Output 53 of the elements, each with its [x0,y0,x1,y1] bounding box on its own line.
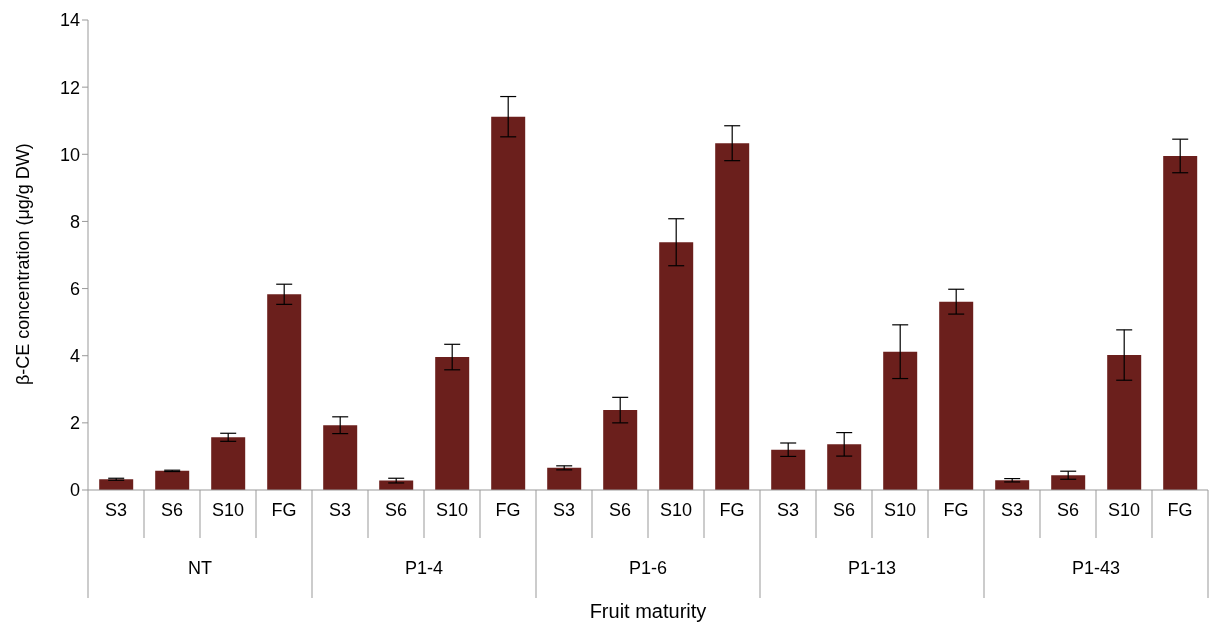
x-tick-label: S10 [435,500,469,520]
bar [603,410,638,490]
bar [211,437,246,490]
x-axis-title: Fruit maturity [589,600,707,622]
bar [1107,355,1142,490]
y-tick-label: 4 [69,346,80,367]
text: P1-4 [404,558,444,578]
text: P1-13 [847,558,897,578]
bar [659,242,694,490]
y-tick-label: 0 [69,480,80,501]
x-tick-label: FG [495,500,521,520]
bar [771,449,806,490]
x-tick-label: S3 [776,500,800,520]
bar [491,116,526,490]
x-tick-label: S6 [1056,500,1080,520]
y-axis-title: β-CE concentration (μg/g DW) [13,143,34,385]
x-tick-label: S6 [608,500,632,520]
x-tick-label: S3 [104,500,128,520]
y-tick-label: 8 [69,211,80,232]
bar [1163,155,1198,490]
bar [939,301,974,490]
x-tick-label: S10 [659,500,693,520]
y-tick-label: 12 [59,77,80,98]
x-tick-label: S6 [160,500,184,520]
bar [827,444,862,490]
x-tick-label: FG [719,500,745,520]
y-tick-label: 2 [69,413,80,434]
x-tick-label: S10 [211,500,245,520]
bar [715,143,750,490]
text: P1-6 [628,558,668,578]
bar [99,479,134,490]
y-tick-label: 10 [59,144,80,165]
x-tick-label: S10 [883,500,917,520]
x-tick-label: S10 [1107,500,1141,520]
x-tick-label: S3 [328,500,352,520]
text: P1-43 [1071,558,1121,578]
y-tick-label: 6 [69,278,80,299]
bar [1051,475,1086,490]
x-tick-label: S6 [832,500,856,520]
y-tick-label: 14 [59,10,80,31]
x-tick-label: S6 [384,500,408,520]
x-tick-label: S3 [1000,500,1024,520]
bar [267,294,302,490]
bar [323,425,358,490]
x-tick-label: S3 [552,500,576,520]
bar [883,351,918,490]
x-tick-label: FG [271,500,297,520]
text: NT [188,558,212,578]
bar [547,467,582,490]
bar [435,357,470,490]
x-tick-label: FG [1167,500,1193,520]
x-tick-label: FG [943,500,969,520]
bar [155,470,190,490]
